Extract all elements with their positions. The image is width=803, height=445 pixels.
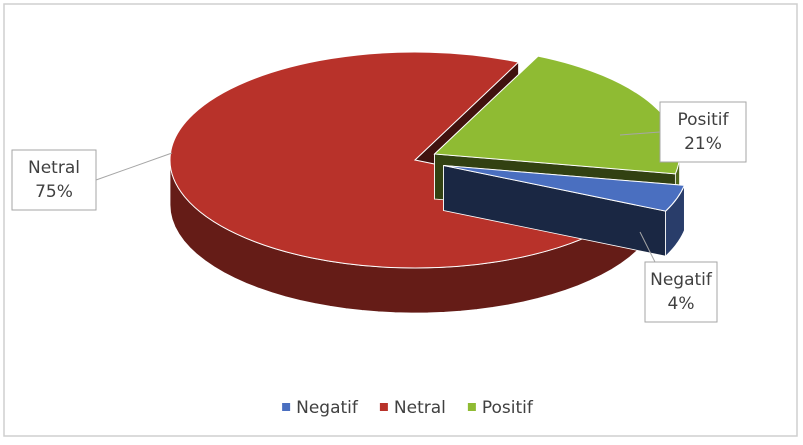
data-label-name: Netral bbox=[28, 158, 80, 178]
leader-line bbox=[619, 131, 661, 136]
legend-swatch bbox=[379, 403, 388, 411]
legend-swatch bbox=[282, 403, 291, 411]
data-label-box bbox=[644, 261, 718, 323]
data-label-value: 75% bbox=[35, 182, 73, 202]
pie-slice bbox=[443, 165, 686, 212]
legend: Negatif Netral Positif bbox=[282, 398, 534, 418]
data-label-box bbox=[11, 149, 97, 211]
data-label-value: 21% bbox=[684, 134, 722, 154]
data-label-value: 4% bbox=[668, 294, 695, 314]
legend-label: Netral bbox=[394, 398, 446, 418]
data-label-box bbox=[659, 101, 747, 163]
data-label-name: Positif bbox=[678, 110, 730, 130]
legend-label: Negatif bbox=[296, 398, 359, 418]
leader-line bbox=[95, 152, 173, 181]
leader-line bbox=[639, 231, 656, 263]
legend-swatch bbox=[467, 403, 476, 411]
legend-label: Positif bbox=[482, 398, 534, 418]
data-label-name: Negatif bbox=[650, 270, 713, 290]
